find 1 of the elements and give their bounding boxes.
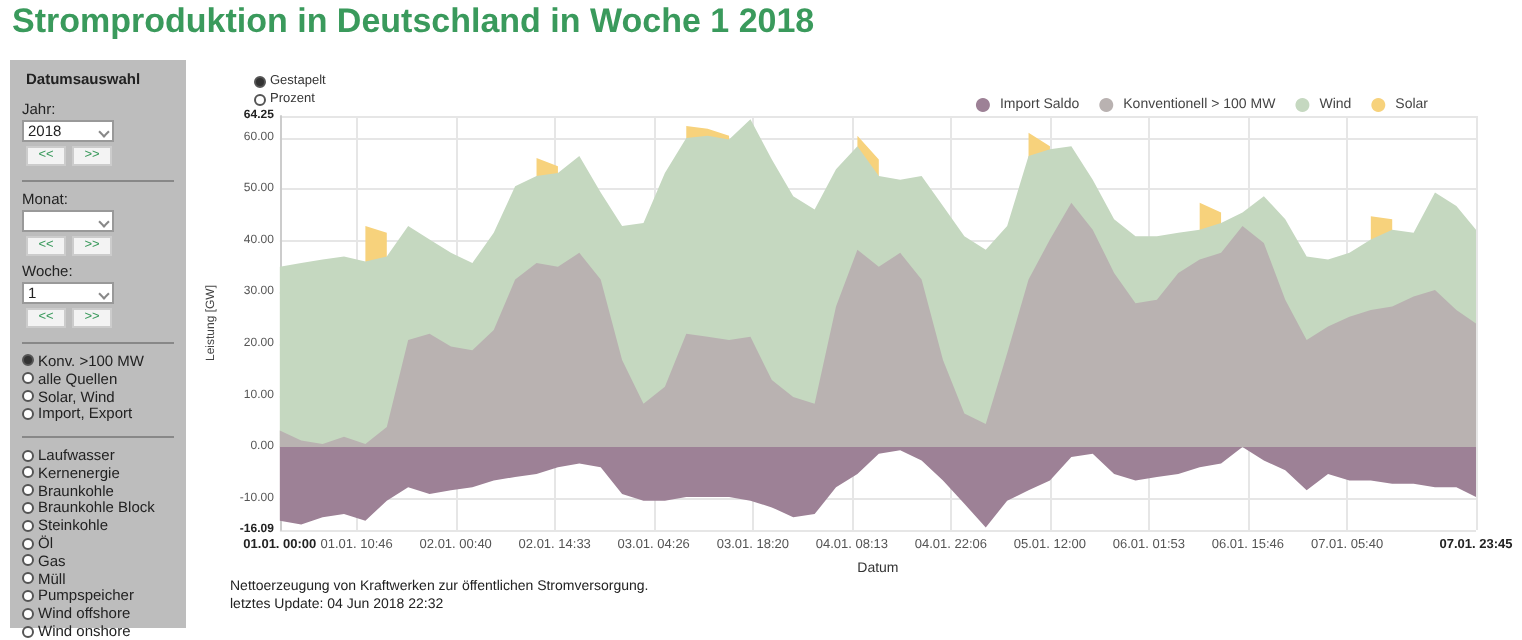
- chart-title: Stromproduktion in Deutschland in Woche 1 2018: [12, 2, 815, 42]
